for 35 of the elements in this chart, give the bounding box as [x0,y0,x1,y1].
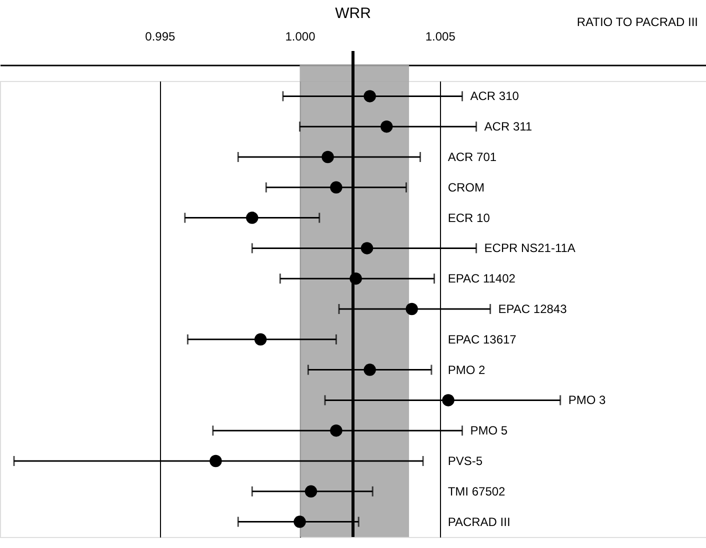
point [304,485,318,498]
y-tick-label: ECR 10 [448,210,490,225]
y-tick-label: EPAC 11402 [448,272,516,286]
y-tick-label: ACR 311 [484,120,532,134]
y-tick-label: PMO 5 [470,424,508,438]
y-tick-label: PACRAD III [448,514,510,529]
point [350,272,362,285]
point [364,90,376,102]
y-tick-label: TMI 67502 [448,484,506,498]
y-tick-label: ACR 701 [448,150,497,164]
y-tick-label: PMO 3 [568,393,606,408]
x-tick-label: 1.000 [285,30,316,44]
ref-line-label: WRR [335,5,372,22]
point [210,454,222,468]
point [442,394,454,406]
point [406,302,418,316]
y-tick-label: EPAC 13617 [448,332,517,346]
point [330,181,342,194]
x-tick-label: 1.005 [425,30,456,44]
y-tick-label: PVS-5 [448,454,483,468]
x-axis-title: RATIO TO PACRAD III [576,15,698,29]
x-tick-label: 0.995 [145,30,176,44]
y-tick-label: CROM [448,180,485,194]
point [330,424,342,437]
y-tick-label: EPAC 12843 [498,302,568,316]
point [246,212,258,224]
point [364,364,376,376]
y-tick-label: PMO 2 [448,362,486,377]
point [254,333,267,346]
point [322,150,334,164]
point [380,120,393,133]
point [360,242,374,254]
y-tick-label: ECPR NS21-11A [484,241,576,256]
y-tick-label: ACR 310 [470,89,520,104]
point [294,516,306,528]
